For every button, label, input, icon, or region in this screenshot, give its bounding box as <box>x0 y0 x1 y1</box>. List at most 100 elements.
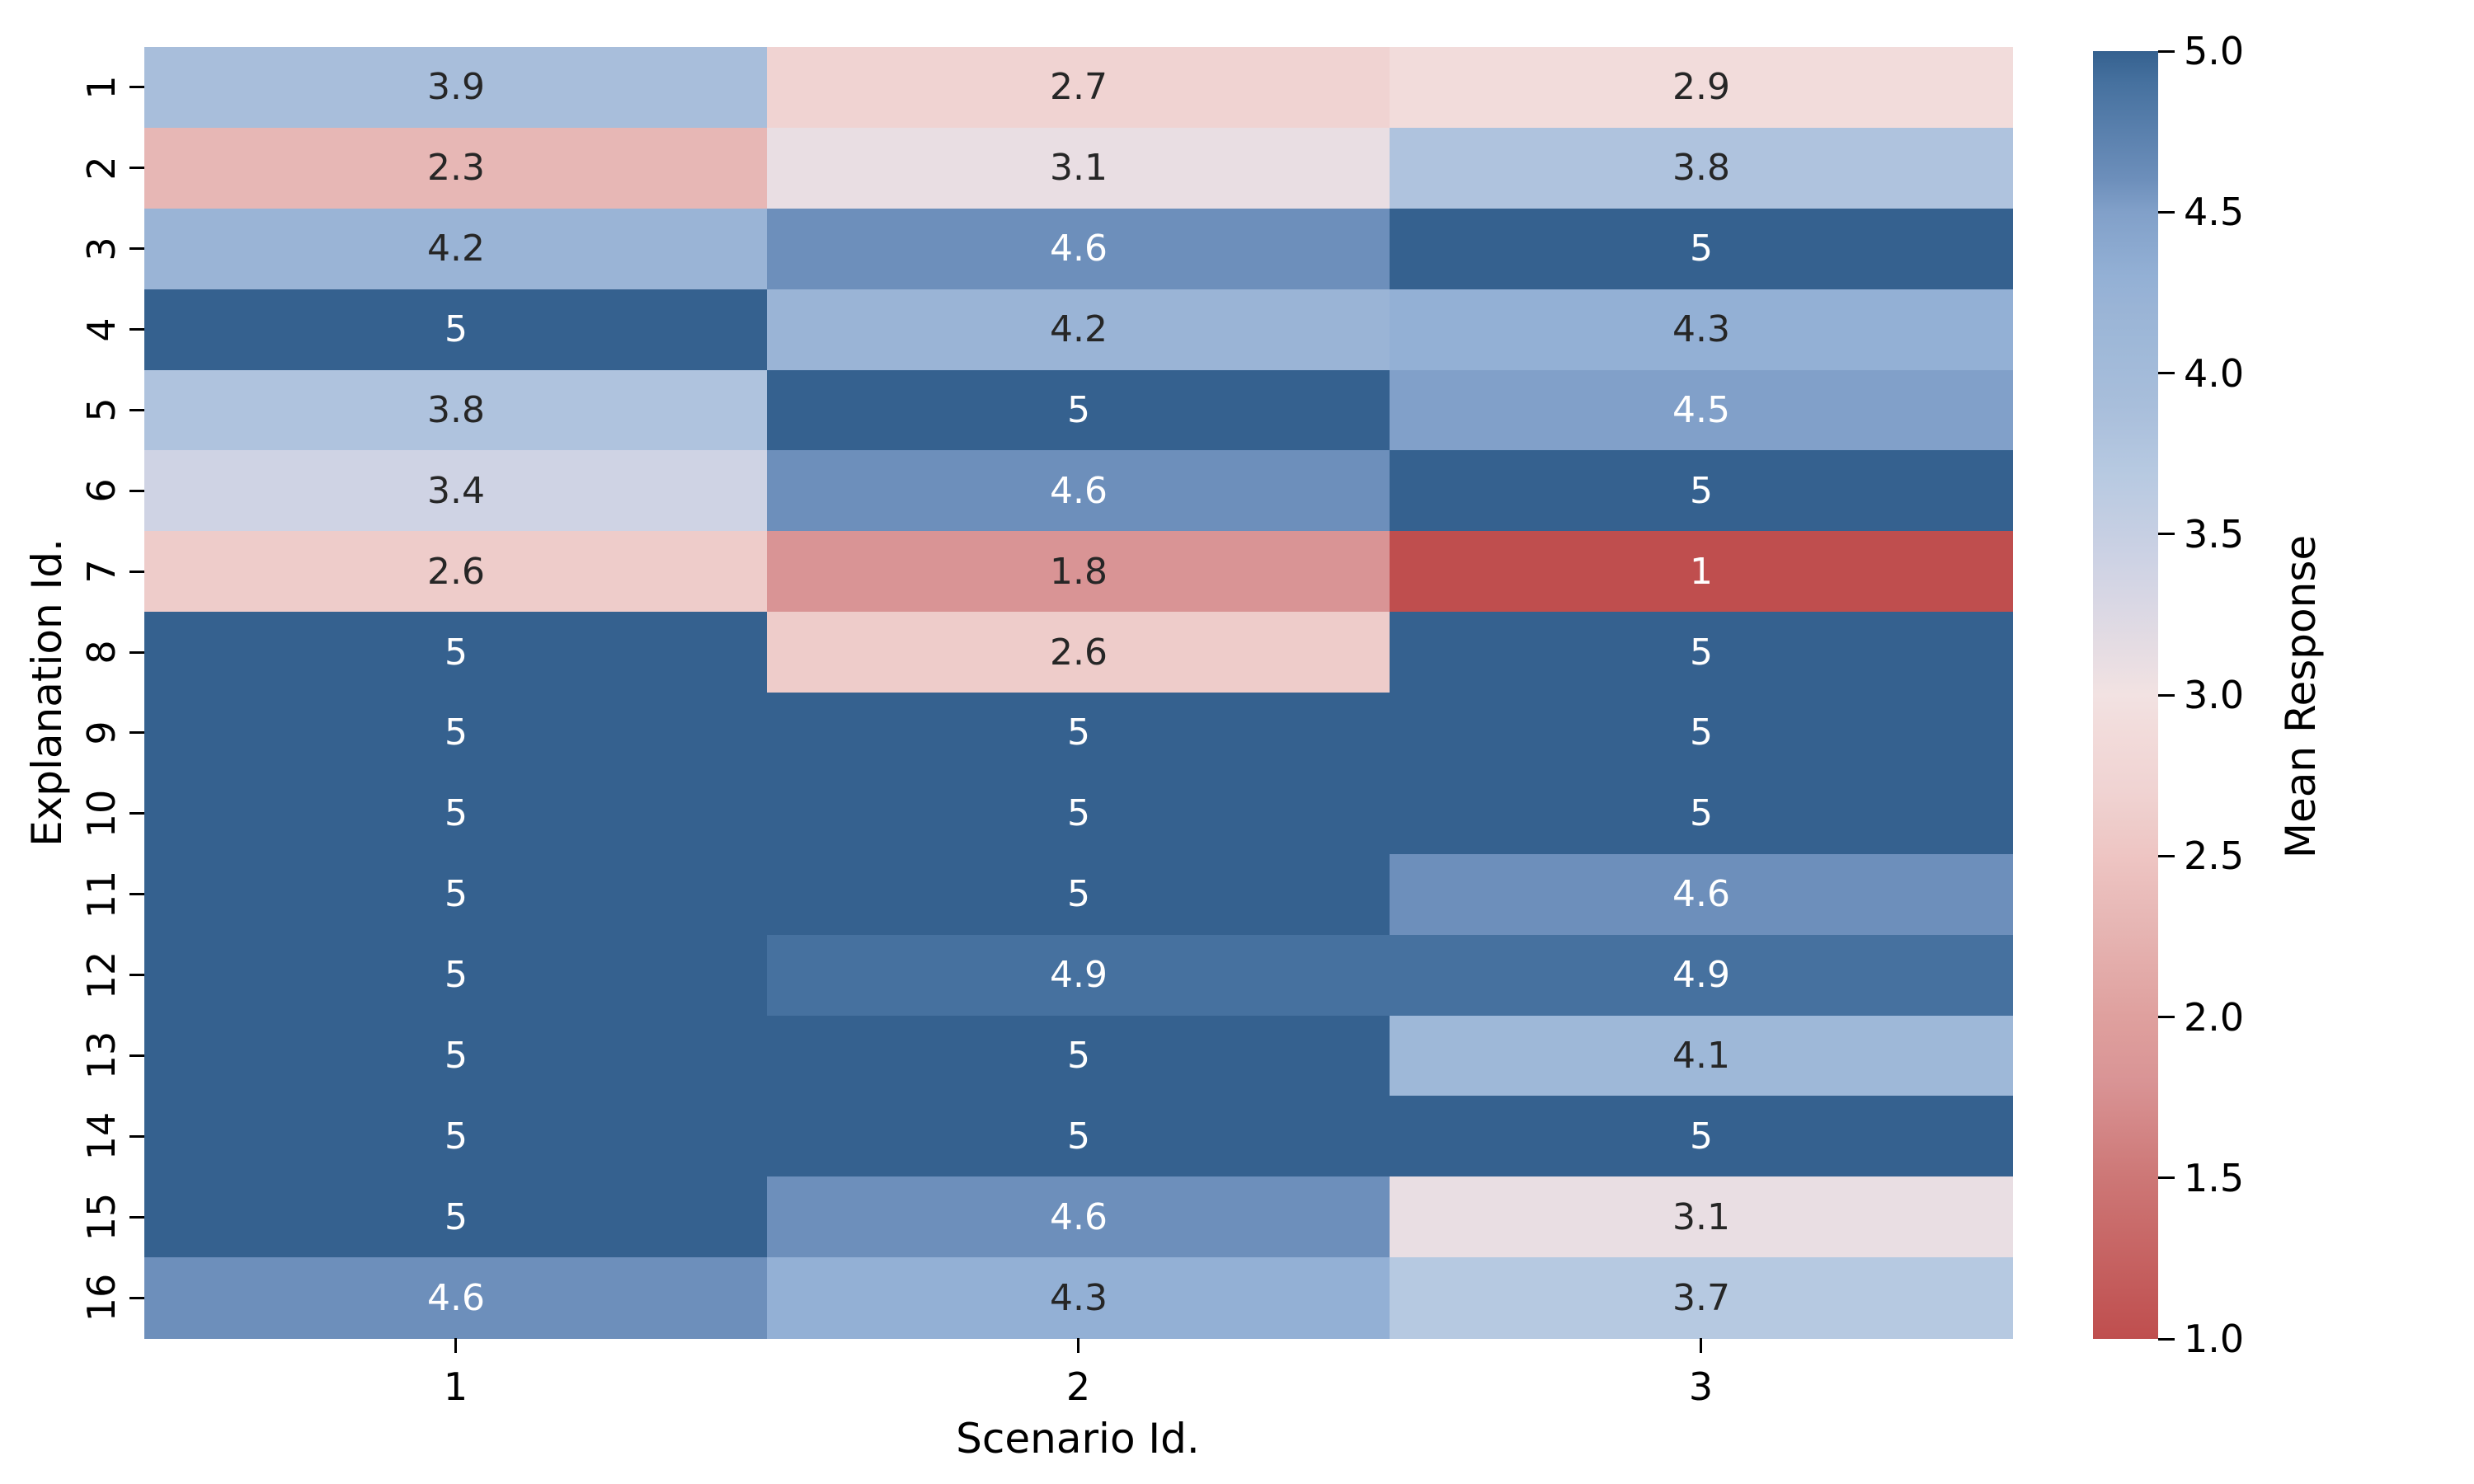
heatmap-cell-r3-c3: 5 <box>1390 208 2013 290</box>
y-tick-mark <box>129 167 144 170</box>
cell-annotation: 5 <box>1690 792 1713 835</box>
y-tick-label-3: 3 <box>79 237 124 261</box>
heatmap-cell-r1-c3: 2.9 <box>1390 47 2013 129</box>
heatmap-cell-r9-c1: 5 <box>144 693 768 774</box>
cell-annotation: 5 <box>444 954 468 997</box>
colorbar-tick-mark <box>2158 49 2175 53</box>
heatmap-cell-r6-c1: 3.4 <box>144 450 768 533</box>
colorbar-tick-mark <box>2158 210 2175 214</box>
colorbar-tick-label-5.0: 5.0 <box>2184 29 2245 73</box>
cell-annotation: 3.4 <box>427 469 485 512</box>
heatmap-cell-r7-c1: 2.6 <box>144 531 768 613</box>
heatmap-cell-r2-c3: 3.8 <box>1390 127 2013 209</box>
x-tick-label-2: 2 <box>1065 1364 1091 1409</box>
cell-annotation: 3.1 <box>1672 1195 1730 1238</box>
heatmap-cell-r8-c2: 2.6 <box>767 612 1390 693</box>
y-tick-label-15: 15 <box>79 1192 124 1242</box>
heatmap-cell-r13-c2: 5 <box>767 1015 1390 1097</box>
heatmap-cell-r16-c3: 3.7 <box>1390 1257 2013 1339</box>
colorbar-tick-mark <box>2158 693 2175 697</box>
cell-annotation: 5 <box>1067 1034 1090 1077</box>
x-tick-label-3: 3 <box>1688 1364 1714 1409</box>
y-tick-mark <box>129 1296 144 1299</box>
cell-annotation: 2.3 <box>427 147 485 190</box>
x-tick-mark <box>454 1338 457 1353</box>
heatmap-cell-r4-c2: 4.2 <box>767 289 1390 371</box>
colorbar-tick-label-3.5: 3.5 <box>2184 511 2245 556</box>
cell-annotation: 4.9 <box>1672 954 1730 997</box>
colorbar-tick-mark <box>2158 533 2175 536</box>
heatmap-cell-r1-c1: 3.9 <box>144 47 768 129</box>
cell-annotation: 5 <box>1067 792 1090 835</box>
y-tick-mark <box>129 812 144 815</box>
heatmap-cell-r14-c1: 5 <box>144 1096 768 1178</box>
cell-annotation: 3.8 <box>1672 147 1730 190</box>
colorbar-tick-mark <box>2158 1016 2175 1018</box>
y-tick-label-5: 5 <box>79 397 124 423</box>
cell-annotation: 4.3 <box>1050 1276 1108 1319</box>
y-tick-label-16: 16 <box>79 1273 124 1322</box>
x-tick-label-1: 1 <box>443 1364 468 1409</box>
heatmap-cell-r6-c3: 5 <box>1390 450 2013 533</box>
y-tick-mark <box>129 893 144 896</box>
y-tick-label-2: 2 <box>79 156 124 181</box>
cell-annotation: 5 <box>444 631 468 674</box>
y-tick-mark <box>129 570 144 573</box>
cell-annotation: 4.6 <box>1672 873 1730 916</box>
heatmap-cell-r5-c3: 4.5 <box>1390 369 2013 452</box>
cell-annotation: 4.3 <box>1672 308 1730 351</box>
heatmap-cell-r12-c3: 4.9 <box>1390 934 2013 1017</box>
heatmap-cell-r13-c1: 5 <box>144 1015 768 1097</box>
heatmap-cell-r11-c2: 5 <box>767 853 1390 936</box>
heatmap-cell-r14-c3: 5 <box>1390 1096 2013 1178</box>
cell-annotation: 5 <box>444 873 468 916</box>
y-tick-label-13: 13 <box>79 1031 124 1080</box>
y-tick-mark <box>129 247 144 251</box>
heatmap-cell-r3-c1: 4.2 <box>144 208 768 290</box>
cell-annotation: 5 <box>444 1115 468 1158</box>
heatmap-cell-r2-c2: 3.1 <box>767 127 1390 209</box>
heatmap-cell-r11-c1: 5 <box>144 853 768 936</box>
heatmap-cell-r9-c2: 5 <box>767 693 1390 774</box>
y-tick-mark <box>129 1215 144 1219</box>
colorbar-tick-label-4.0: 4.0 <box>2184 350 2245 396</box>
heatmap-cell-r9-c3: 5 <box>1390 693 2013 774</box>
cell-annotation: 5 <box>1067 388 1090 431</box>
y-tick-label-1: 1 <box>79 75 124 100</box>
cell-annotation: 4.9 <box>1050 954 1108 997</box>
heatmap-cell-r3-c2: 4.6 <box>767 208 1390 290</box>
cell-annotation: 5 <box>444 308 468 351</box>
heatmap-cell-r4-c1: 5 <box>144 289 768 371</box>
y-tick-mark <box>129 731 144 735</box>
cell-annotation: 2.6 <box>427 550 485 593</box>
cell-annotation: 5 <box>1690 1115 1713 1158</box>
y-tick-mark <box>129 974 144 977</box>
cell-annotation: 4.6 <box>1050 469 1108 512</box>
cell-annotation: 5 <box>444 1034 468 1077</box>
heatmap-cell-r7-c3: 1 <box>1390 531 2013 613</box>
heatmap-cell-r10-c2: 5 <box>767 773 1390 855</box>
cell-annotation: 2.9 <box>1672 66 1730 109</box>
cell-annotation: 2.6 <box>1050 631 1108 674</box>
heatmap-cell-r7-c2: 1.8 <box>767 531 1390 613</box>
y-tick-label-14: 14 <box>79 1112 124 1161</box>
y-tick-mark <box>129 86 144 89</box>
y-tick-label-12: 12 <box>79 951 124 999</box>
colorbar-tick-label-1.0: 1.0 <box>2184 1317 2245 1361</box>
cell-annotation: 1.8 <box>1050 550 1108 593</box>
colorbar-tick-mark <box>2158 1176 2175 1180</box>
heatmap-cell-r5-c2: 5 <box>767 369 1390 452</box>
cell-annotation: 3.9 <box>427 66 485 109</box>
heatmap-cell-r10-c3: 5 <box>1390 773 2013 855</box>
heatmap-cell-r11-c3: 4.6 <box>1390 853 2013 936</box>
cell-annotation: 5 <box>1067 873 1090 916</box>
heatmap-cell-r1-c2: 2.7 <box>767 47 1390 129</box>
y-tick-mark <box>129 489 144 492</box>
heatmap-cell-r15-c3: 3.1 <box>1390 1176 2013 1259</box>
cell-annotation: 5 <box>1690 711 1713 754</box>
colorbar-label: Mean Response <box>2277 534 2325 859</box>
colorbar-tick-mark <box>2158 372 2175 374</box>
cell-annotation: 4.2 <box>427 228 485 270</box>
heatmap-cell-r14-c2: 5 <box>767 1096 1390 1178</box>
cell-annotation: 4.6 <box>427 1276 485 1319</box>
